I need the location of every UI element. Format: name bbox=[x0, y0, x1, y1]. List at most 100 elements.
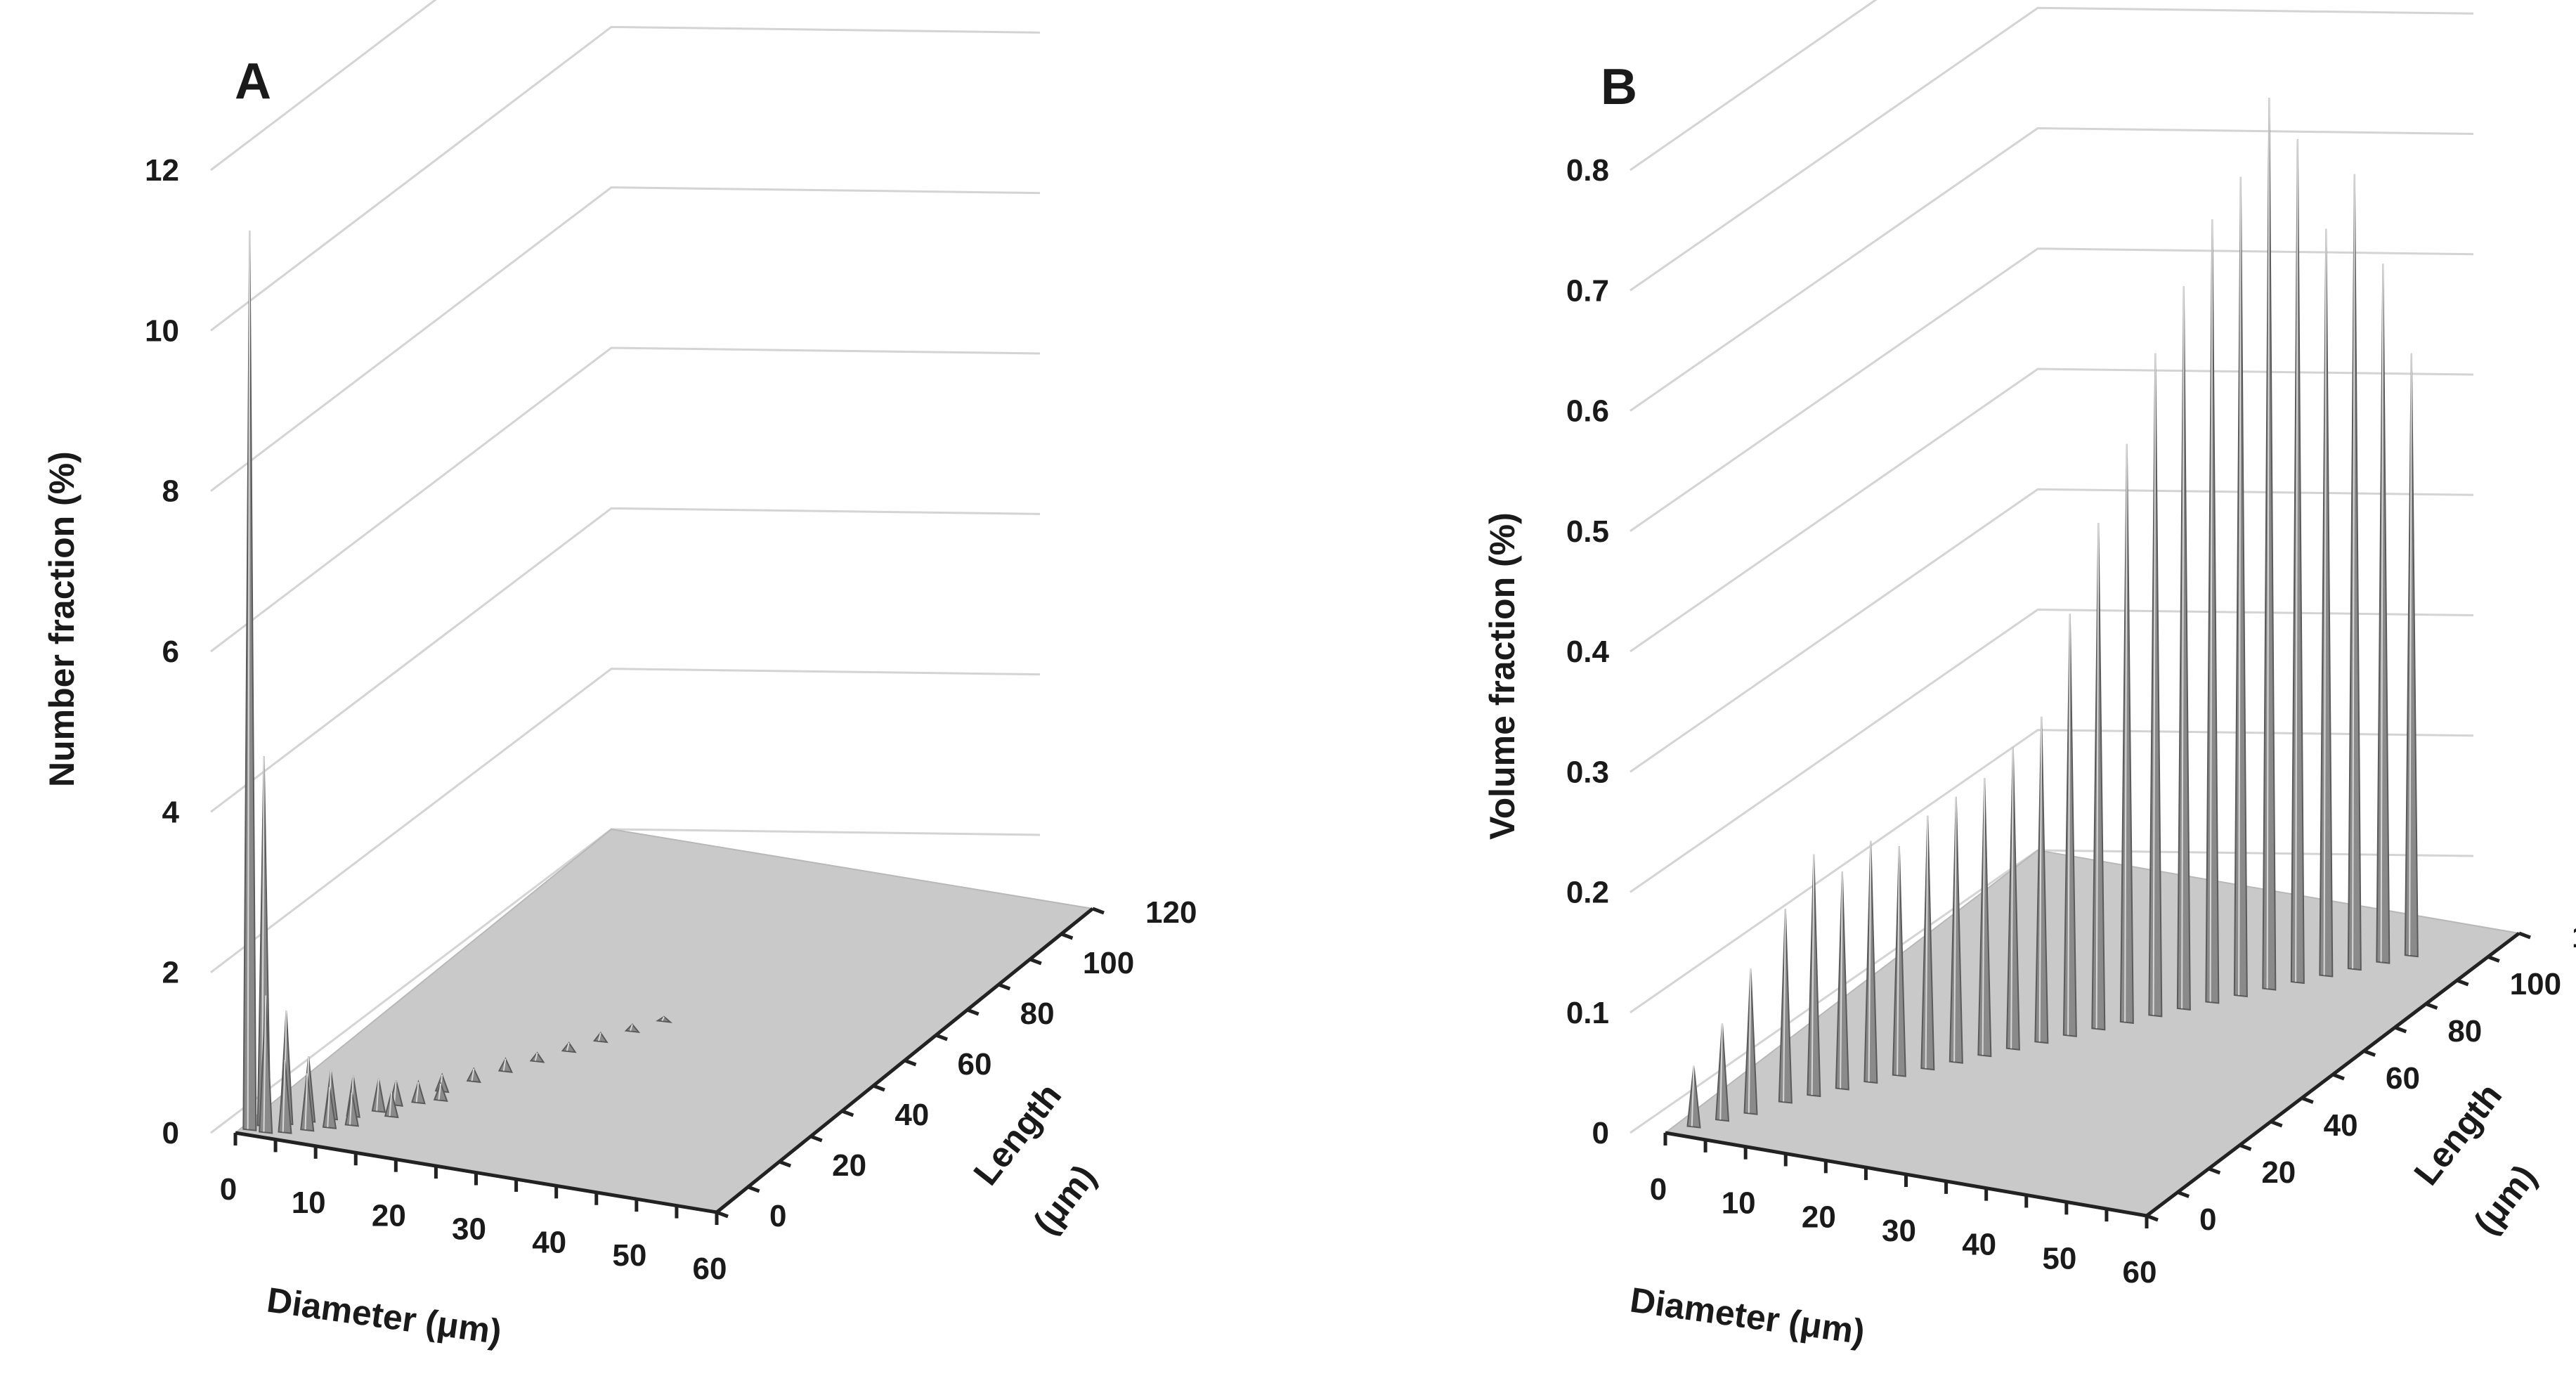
x-tick-label: 30 bbox=[452, 1212, 486, 1247]
y-tick-mark bbox=[2177, 1190, 2190, 1198]
surface-peak bbox=[2062, 614, 2077, 1037]
x-tick-label: 40 bbox=[532, 1225, 566, 1259]
surface-peak-highlight bbox=[598, 1032, 601, 1041]
y-tick-mark bbox=[747, 1185, 760, 1193]
z-tick-label: 0 bbox=[1592, 1116, 1609, 1150]
y-tick-mark bbox=[2518, 931, 2531, 940]
surface-peak-highlight bbox=[282, 1059, 286, 1132]
grid-line bbox=[1629, 247, 2474, 532]
surface-peak-highlight bbox=[1925, 815, 1929, 1069]
surface-peak-highlight bbox=[2352, 174, 2355, 969]
surface-peak bbox=[2148, 353, 2163, 1018]
surface-peak bbox=[2176, 286, 2191, 1011]
surface-peak-highlight bbox=[2209, 219, 2213, 1002]
surface-peak-highlight bbox=[2295, 139, 2298, 982]
surface-peak bbox=[433, 1082, 448, 1102]
surface-peak bbox=[1743, 968, 1758, 1115]
surface-peak-highlight bbox=[438, 1083, 442, 1100]
surface-peak bbox=[2262, 98, 2277, 991]
surface-peak-highlight bbox=[1783, 909, 1786, 1102]
grid-line bbox=[1629, 368, 2474, 653]
y-tick-mark bbox=[2394, 1025, 2407, 1034]
surface-peak bbox=[1977, 778, 1992, 1058]
z-tick-label: 0.1 bbox=[1566, 996, 1609, 1030]
y-tick-mark bbox=[904, 1058, 917, 1067]
x-axis-title-b: Diameter (μm) bbox=[1627, 1280, 1867, 1351]
surface-peak-highlight bbox=[661, 1016, 665, 1021]
surface-peak-highlight bbox=[415, 1082, 419, 1103]
x-tick-label: 50 bbox=[612, 1238, 646, 1273]
y-axis-title-b-line1: Length bbox=[2407, 1076, 2510, 1193]
z-tick-label: 4 bbox=[162, 795, 180, 829]
y-tick-mark bbox=[2270, 1119, 2283, 1128]
x-tick-label: 20 bbox=[372, 1199, 406, 1233]
surface-peak bbox=[497, 1057, 514, 1073]
surface-peak bbox=[529, 1051, 545, 1063]
grid-line bbox=[210, 668, 1041, 973]
y-tick-label: 80 bbox=[2447, 1014, 2482, 1049]
z-tick-label: 0.2 bbox=[1566, 876, 1609, 910]
y-tick-label: 0 bbox=[2199, 1202, 2216, 1237]
surface-peak bbox=[2119, 443, 2134, 1024]
surface-peak bbox=[278, 1059, 292, 1134]
z-tick-label: 8 bbox=[162, 474, 179, 509]
surface-peak-highlight bbox=[2010, 747, 2014, 1049]
surface-peak-highlight bbox=[502, 1058, 507, 1071]
surface-peak-highlight bbox=[630, 1024, 633, 1032]
z-axis-title-a: Number fraction (%) bbox=[42, 451, 82, 787]
floor-plane-b bbox=[1663, 849, 2521, 1217]
surface-peaks-a bbox=[242, 231, 673, 1134]
grid-line bbox=[210, 507, 1041, 813]
surface-peak bbox=[2376, 264, 2390, 964]
z-tick-label: 12 bbox=[145, 153, 179, 188]
surface-peak-highlight bbox=[1840, 871, 1843, 1089]
surface-peak bbox=[259, 995, 273, 1134]
y-axis-title-a-line1: Length bbox=[966, 1076, 1069, 1193]
y-tick-label: 20 bbox=[2261, 1155, 2296, 1190]
y-tick-mark bbox=[2208, 1167, 2221, 1175]
surface-peak bbox=[1807, 854, 1821, 1098]
grid-line bbox=[210, 0, 437, 171]
surface-peak-highlight bbox=[1982, 778, 1986, 1056]
y-tick-mark bbox=[779, 1160, 792, 1168]
y-tick-label: 100 bbox=[2510, 967, 2561, 1001]
surface-peak bbox=[2205, 219, 2220, 1004]
surface-peak-highlight bbox=[2038, 716, 2043, 1042]
surface-peak-highlight bbox=[566, 1042, 570, 1051]
y-tick-mark bbox=[1092, 907, 1105, 915]
surface-peak bbox=[384, 1091, 399, 1119]
z-tick-label: 6 bbox=[162, 635, 179, 669]
surface-peak bbox=[592, 1031, 609, 1044]
surface-peak-highlight bbox=[376, 1078, 379, 1111]
x-tick-label: 60 bbox=[693, 1252, 727, 1286]
tick-labels-b: 0 0.1 0.2 0.3 0.4 0.5 0.6 0.7 0.8 0 10 20 30 40 50 60 0 2… bbox=[1566, 153, 2576, 1290]
surface-peak-highlight bbox=[2152, 353, 2157, 1015]
grid-line bbox=[1629, 126, 2474, 412]
surface-peak bbox=[2319, 228, 2334, 978]
z-tick-label: 10 bbox=[145, 313, 179, 348]
y-tick-mark bbox=[1060, 932, 1074, 940]
surface-peak-highlight bbox=[2323, 228, 2327, 975]
surface-peak-highlight bbox=[247, 231, 251, 1129]
y-tick-label: 80 bbox=[1020, 997, 1055, 1031]
surface-peak-highlight bbox=[534, 1052, 538, 1061]
z-tick-label: 2 bbox=[162, 956, 179, 990]
y-tick-mark bbox=[998, 982, 1011, 991]
y-tick-label: 120 bbox=[1145, 895, 1197, 930]
y-tick-label: 40 bbox=[895, 1098, 929, 1132]
x-tick-label: 0 bbox=[220, 1172, 237, 1207]
axes-a bbox=[233, 907, 1105, 1225]
z-tick-label: 0.7 bbox=[1566, 273, 1609, 308]
surface-peak-highlight bbox=[2266, 98, 2270, 989]
surface-peak-highlight bbox=[2238, 176, 2242, 995]
x-tick-label: 50 bbox=[2042, 1241, 2076, 1276]
surface-peak bbox=[1778, 909, 1793, 1104]
surface-peak-highlight bbox=[1748, 968, 1752, 1113]
y-tick-label: 0 bbox=[769, 1199, 786, 1233]
y-tick-mark bbox=[2146, 1214, 2159, 1222]
axes-b bbox=[1663, 931, 2531, 1228]
y-tick-label: 60 bbox=[958, 1047, 992, 1082]
